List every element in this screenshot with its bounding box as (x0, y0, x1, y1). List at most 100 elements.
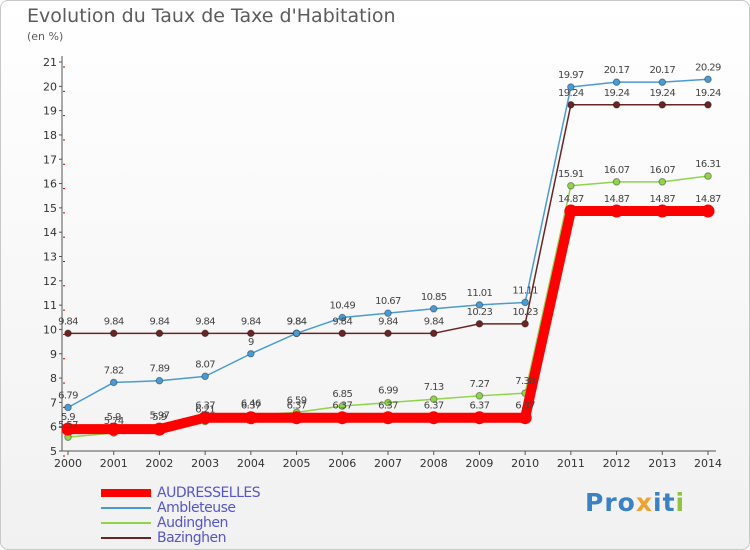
data-point (64, 403, 72, 412)
data-label: 9.84 (104, 316, 124, 327)
data-point (109, 329, 118, 338)
data-label: 9 (248, 337, 254, 348)
data-label: 20.17 (604, 65, 630, 76)
data-label: 10.23 (512, 307, 538, 318)
x-tick-label: 2009 (465, 457, 493, 470)
proxiti-logo: Proxiti (585, 488, 685, 517)
legend: AUDRESSELLES Ambleteuse Audinghen Bazing… (101, 484, 261, 546)
data-label: 5.9 (107, 412, 121, 423)
data-label: 6.37 (424, 401, 444, 412)
legend-item-audresselles: AUDRESSELLES (101, 484, 261, 501)
data-label: 5.57 (58, 420, 78, 431)
data-point (429, 395, 438, 404)
data-label: 19.24 (604, 88, 630, 99)
data-point (247, 329, 255, 338)
data-label: 6.37 (195, 401, 215, 412)
series-line-ambleteuse (67, 78, 709, 409)
y-tick-label: 12 (43, 275, 57, 288)
y-tick-label: 9 (50, 348, 57, 361)
data-label: 10.67 (375, 296, 401, 307)
data-point (521, 320, 529, 328)
y-tick-label: 14 (43, 226, 57, 239)
data-label: 6.21 (195, 405, 215, 416)
x-tick-label: 2004 (237, 457, 265, 470)
data-label: 15.91 (558, 169, 584, 180)
data-point (338, 313, 347, 322)
y-tick-label: 11 (43, 299, 57, 312)
data-label: 19.24 (558, 88, 584, 99)
legend-label: AUDRESSELLES (157, 484, 261, 501)
legend-item-audinghen: Audinghen (101, 515, 260, 531)
legend-swatch (101, 506, 151, 509)
x-tick-label: 2011 (557, 457, 585, 470)
data-point (472, 411, 486, 425)
data-point (564, 204, 578, 218)
logo-letter: r (604, 488, 618, 517)
data-point (655, 204, 669, 218)
y-tick-label: 16 (43, 178, 57, 191)
data-label: 6.37 (378, 401, 398, 412)
x-tick-label: 2012 (603, 457, 631, 470)
data-label: 6.99 (378, 386, 398, 397)
data-point (107, 422, 121, 436)
y-tick-label: 13 (43, 251, 57, 264)
data-point (612, 78, 621, 86)
y-tick-label: 15 (43, 202, 57, 215)
data-label: 7.89 (149, 364, 169, 375)
data-point (612, 100, 621, 109)
data-label: 8.07 (195, 359, 215, 370)
data-point (429, 304, 438, 313)
data-point (384, 398, 392, 407)
data-point (109, 378, 118, 387)
y-tick-label: 8 (50, 372, 57, 385)
logo-letter: i (653, 488, 663, 517)
x-tick-label: 2001 (100, 457, 128, 470)
data-point (518, 411, 532, 425)
data-label: 14.87 (604, 194, 630, 205)
data-point (704, 75, 712, 84)
data-label: 6.85 (332, 389, 352, 400)
data-point (155, 329, 164, 338)
data-label: 9.84 (149, 316, 169, 327)
data-label: 5.9 (61, 412, 75, 423)
data-label: 6.37 (241, 401, 261, 412)
data-point (701, 204, 715, 218)
x-tick-label: 2002 (145, 457, 173, 470)
data-label: 9.84 (287, 316, 307, 327)
data-point (429, 329, 438, 338)
data-point (475, 320, 484, 328)
data-label: 9.84 (378, 316, 398, 327)
data-point (475, 301, 484, 309)
x-tick-label: 2010 (511, 457, 539, 470)
y-tick-label: 5 (50, 445, 57, 458)
data-point (612, 178, 621, 186)
data-point (155, 376, 164, 385)
data-label: 6.46 (241, 399, 261, 410)
chart-subtitle: (en %) (27, 30, 64, 43)
data-label: 7.27 (469, 379, 489, 390)
data-label: 6.37 (287, 401, 307, 412)
data-label: 9.84 (195, 316, 215, 327)
y-tick-label: 7 (50, 396, 57, 409)
logo-letter: x (635, 488, 653, 517)
x-tick-label: 2013 (648, 457, 676, 470)
data-label: 6.59 (287, 395, 307, 406)
y-tick-label: 6 (50, 421, 57, 434)
data-label: 6.37 (515, 401, 535, 412)
data-point (567, 100, 575, 109)
legend-label: Bazinghen (157, 529, 227, 546)
data-label: 20.17 (649, 65, 675, 76)
data-point (198, 411, 212, 425)
data-label: 5.9 (152, 412, 166, 423)
data-point (335, 411, 349, 425)
data-point (201, 372, 209, 381)
y-tick-label: 19 (43, 105, 57, 118)
y-tick-label: 20 (43, 80, 57, 93)
data-point (475, 392, 484, 400)
legend-item-ambleteuse: Ambleteuse (101, 500, 260, 516)
data-point (427, 411, 441, 425)
data-point (658, 178, 667, 186)
data-point (610, 204, 624, 218)
data-point (290, 411, 304, 425)
